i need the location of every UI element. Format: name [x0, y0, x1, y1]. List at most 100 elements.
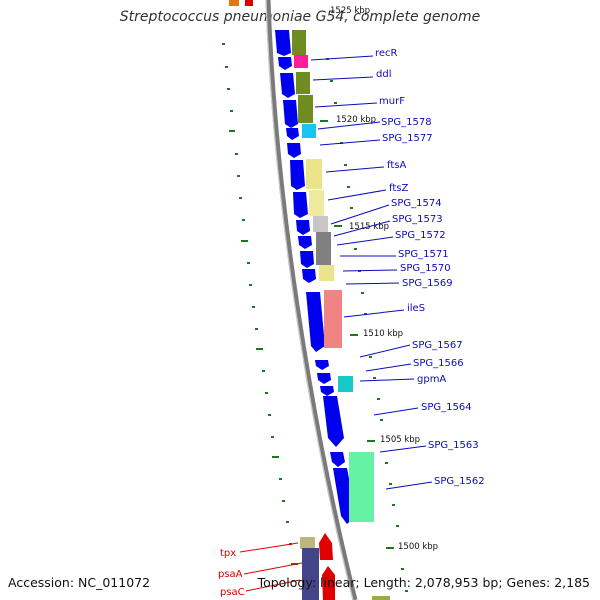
map-mark: [245, 579, 301, 592]
map-mark: [237, 175, 240, 177]
map-mark: [336, 236, 394, 246]
map-mark: [294, 55, 308, 68]
gene-block: [320, 562, 333, 566]
map-mark: [345, 282, 400, 285]
map-mark: [347, 186, 350, 188]
map-mark: [373, 377, 376, 379]
gene-arrow: [298, 236, 312, 249]
gene-label-ddl: ddl: [376, 69, 391, 80]
map-mark: [247, 262, 250, 264]
gene-arrow: [300, 251, 314, 268]
gene-label-gpmA: gpmA: [417, 374, 446, 385]
gene-label-ileS: ileS: [407, 303, 425, 314]
gene-block: [302, 548, 319, 600]
map-mark: [342, 269, 398, 272]
genome-backbone-highlight: [265, 0, 354, 600]
map-mark: [333, 220, 391, 237]
map-mark: [309, 190, 324, 216]
map-mark: [292, 30, 306, 55]
gene-arrow: [287, 143, 301, 158]
gene-label-SPG_1563: SPG_1563: [428, 440, 479, 451]
gene-label-ftsA: ftsA: [387, 160, 406, 171]
map-mark: [320, 120, 328, 122]
gene-label-SPG_1571: SPG_1571: [398, 249, 449, 260]
gene-label-ftsZ: ftsZ: [389, 183, 408, 194]
gene-arrow: [320, 386, 334, 396]
map-mark: [286, 521, 289, 523]
gene-arrow-reverse: [322, 566, 335, 600]
map-mark: [386, 547, 394, 549]
gene-label-SPG_1562: SPG_1562: [434, 476, 485, 487]
top-cut-label: 1525 kbp: [330, 6, 370, 16]
kbp-marker: 1500 kbp: [398, 542, 438, 552]
gene-arrow: [330, 452, 345, 467]
map-mark: [298, 95, 313, 123]
map-mark: [401, 568, 404, 570]
map-mark: [324, 290, 342, 348]
gene-label-SPG_1569: SPG_1569: [402, 278, 453, 289]
map-title: Streptococcus pneumoniae G54, complete g…: [119, 9, 481, 25]
gene-arrow: [293, 192, 308, 218]
topology-summary: Topology: linear; Length: 2,078,953 bp; …: [257, 575, 590, 590]
map-mark: [239, 542, 299, 553]
gene-label-SPG_1574: SPG_1574: [391, 198, 442, 209]
map-mark: [271, 436, 274, 438]
gene-label-SPG_1566: SPG_1566: [413, 358, 464, 369]
map-mark: [265, 392, 268, 394]
reverse-gene-track[interactable]: [300, 533, 390, 600]
map-mark: [229, 130, 235, 132]
map-mark: [350, 207, 353, 209]
map-mark: [385, 481, 433, 490]
map-mark: [338, 376, 353, 392]
map-mark: [302, 124, 316, 138]
map-mark: [227, 88, 230, 90]
map-mark: [349, 452, 374, 522]
map-mark: [361, 292, 364, 294]
gene-arrow: [283, 100, 298, 128]
gene-labels[interactable]: recR ddl murF SPG_1578 SPG_1577 ftsA fts…: [218, 48, 485, 598]
map-mark: [249, 284, 252, 286]
map-mark: [343, 309, 405, 318]
map-mark: [279, 478, 282, 480]
kbp-marker: 1505 kbp: [380, 435, 420, 445]
gene-label-recR: recR: [375, 48, 398, 59]
map-mark: [235, 153, 238, 155]
map-mark: [325, 166, 385, 173]
gene-arrow: [323, 396, 344, 447]
forward-gene-track[interactable]: [275, 30, 356, 524]
gene-label-psaA: psaA: [218, 569, 243, 580]
gene-label-SPG_1567: SPG_1567: [412, 340, 463, 351]
map-mark: [344, 164, 347, 166]
map-mark: [334, 225, 342, 227]
map-mark: [330, 204, 390, 225]
map-mark: [296, 72, 310, 94]
map-mark: [389, 483, 392, 485]
gene-arrow: [286, 128, 299, 140]
gene-arrow-reverse: [319, 533, 333, 560]
gene-arrow: [306, 292, 325, 352]
map-mark: [272, 456, 279, 458]
map-mark: [319, 139, 381, 146]
gene-block-top-red: [245, 0, 253, 6]
kbp-marker: 1510 kbp: [363, 329, 403, 339]
map-mark: [314, 102, 378, 108]
map-mark: [230, 110, 233, 112]
label-leaders-red: [239, 542, 303, 592]
gene-arrow: [280, 73, 295, 98]
gene-class-track: [292, 30, 374, 522]
map-mark: [359, 344, 411, 358]
gene-arrow: [302, 269, 316, 283]
map-mark: [396, 525, 399, 527]
map-mark: [222, 43, 225, 45]
map-mark: [313, 216, 328, 232]
map-mark: [373, 407, 419, 416]
gene-arrow: [296, 220, 310, 235]
gene-label-tpx: tpx: [220, 548, 236, 559]
gene-arrow: [315, 360, 329, 370]
map-mark: [327, 189, 387, 201]
gene-label-SPG_1572: SPG_1572: [395, 230, 446, 241]
map-mark: [316, 232, 331, 265]
map-mark: [367, 440, 375, 442]
map-mark: [385, 462, 388, 464]
